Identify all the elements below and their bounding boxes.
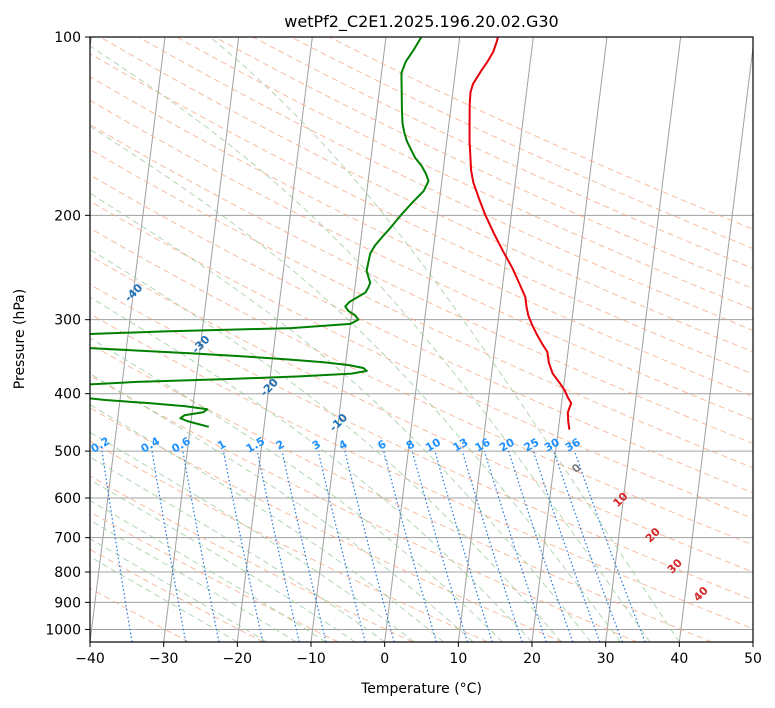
x-tick-label: 50 <box>744 651 762 667</box>
mixing-ratio-line <box>508 450 574 642</box>
isotherm-line <box>90 37 166 642</box>
x-tick-label: 40 <box>670 651 688 667</box>
moist-adiabat-line <box>90 248 562 642</box>
moist-adiabat-line <box>90 556 238 642</box>
moist-adiabat-line <box>90 337 503 642</box>
isotherm-line <box>678 43 753 642</box>
x-tick-label: −30 <box>149 651 179 667</box>
profiles-layer <box>90 37 573 430</box>
mixing-ratio-line <box>461 450 523 642</box>
mixing-ratio-line <box>317 450 366 642</box>
moist-adiabat-line <box>90 538 268 642</box>
isotherm-line <box>236 37 313 642</box>
y-tick-label: 1000 <box>45 622 81 638</box>
mixing-ratio-line <box>344 450 395 642</box>
mixing-ratio-line <box>411 450 469 642</box>
mixing-ratio-line <box>553 450 623 642</box>
x-tick-label: 10 <box>449 651 467 667</box>
x-tick-label: 20 <box>523 651 541 667</box>
y-tick-label: 800 <box>54 565 81 581</box>
moist-adiabat-line <box>90 192 592 642</box>
dry-adiabat-line <box>328 37 753 230</box>
y-tick-label: 300 <box>54 313 81 329</box>
dry-adiabat-line <box>90 313 753 630</box>
dry-adiabat-line <box>90 283 753 601</box>
y-tick-label: 100 <box>54 30 81 46</box>
dry-adiabat-line <box>90 407 563 642</box>
x-tick-label: −10 <box>296 651 326 667</box>
moist-adiabat-line <box>90 125 621 642</box>
y-tick-label: 200 <box>54 208 81 224</box>
moist-adiabat-line <box>90 45 651 642</box>
x-tick-label: 30 <box>597 651 615 667</box>
plot-frame <box>89 36 754 643</box>
mixing-ratio-line <box>532 450 601 642</box>
mixing-ratio-line <box>101 451 133 642</box>
isotherm-line <box>163 37 240 642</box>
moist-adiabat-line <box>90 519 297 642</box>
dewpoint-profile-line <box>90 37 430 428</box>
isotherm-line <box>605 37 682 642</box>
mixing-ratio-line <box>383 450 437 642</box>
y-tick-label: 500 <box>54 444 81 460</box>
y-axis-label: Pressure (hPa) <box>12 289 28 389</box>
isotherm-line <box>531 37 608 642</box>
dry-adiabat-line <box>290 37 753 250</box>
dry-adiabat-line <box>90 440 488 642</box>
isotherm-line <box>310 37 387 642</box>
dry-adiabat-line <box>90 343 712 642</box>
x-tick-label: −40 <box>75 651 105 667</box>
temperature-profile-line <box>468 37 573 430</box>
axes: −40 −30 −20 −10 0 10 20 30 40 50 1000 900 800 700 600 5… <box>45 30 762 667</box>
dry-adiabat-line <box>90 511 339 642</box>
moist-adiabat-line <box>90 372 474 642</box>
dry-adiabat-line <box>90 227 753 546</box>
x-axis-label: Temperature (°C) <box>360 681 482 697</box>
mixing-ratio-line <box>574 450 646 642</box>
mixing-ratio-line <box>256 450 300 642</box>
y-tick-label: 400 <box>54 387 81 403</box>
dry-adiabat-line <box>90 124 753 445</box>
moist-adiabat-line <box>90 431 415 642</box>
chart-title: wetPf2_C2E1.2025.196.20.02.G30 <box>284 12 558 32</box>
dry-adiabat-line <box>90 99 753 421</box>
mixing-ratio-line <box>483 450 547 642</box>
moist-adiabat-line <box>209 37 680 642</box>
mixing-ratio-line <box>222 450 264 642</box>
background-lines <box>90 37 753 642</box>
mixing-ratio-line <box>281 450 327 642</box>
mixing-ratio-line <box>434 450 493 642</box>
isotherm-line <box>384 37 461 642</box>
moist-adiabat-line <box>90 296 533 642</box>
x-tick-label: 0 <box>380 651 389 667</box>
y-tick-label: 900 <box>54 595 81 611</box>
moist-adiabat-line <box>90 456 385 642</box>
y-tick-label: 600 <box>54 491 81 507</box>
x-tick-label: −20 <box>223 651 253 667</box>
y-tick-label: 700 <box>54 531 81 547</box>
plot-background <box>90 37 753 642</box>
